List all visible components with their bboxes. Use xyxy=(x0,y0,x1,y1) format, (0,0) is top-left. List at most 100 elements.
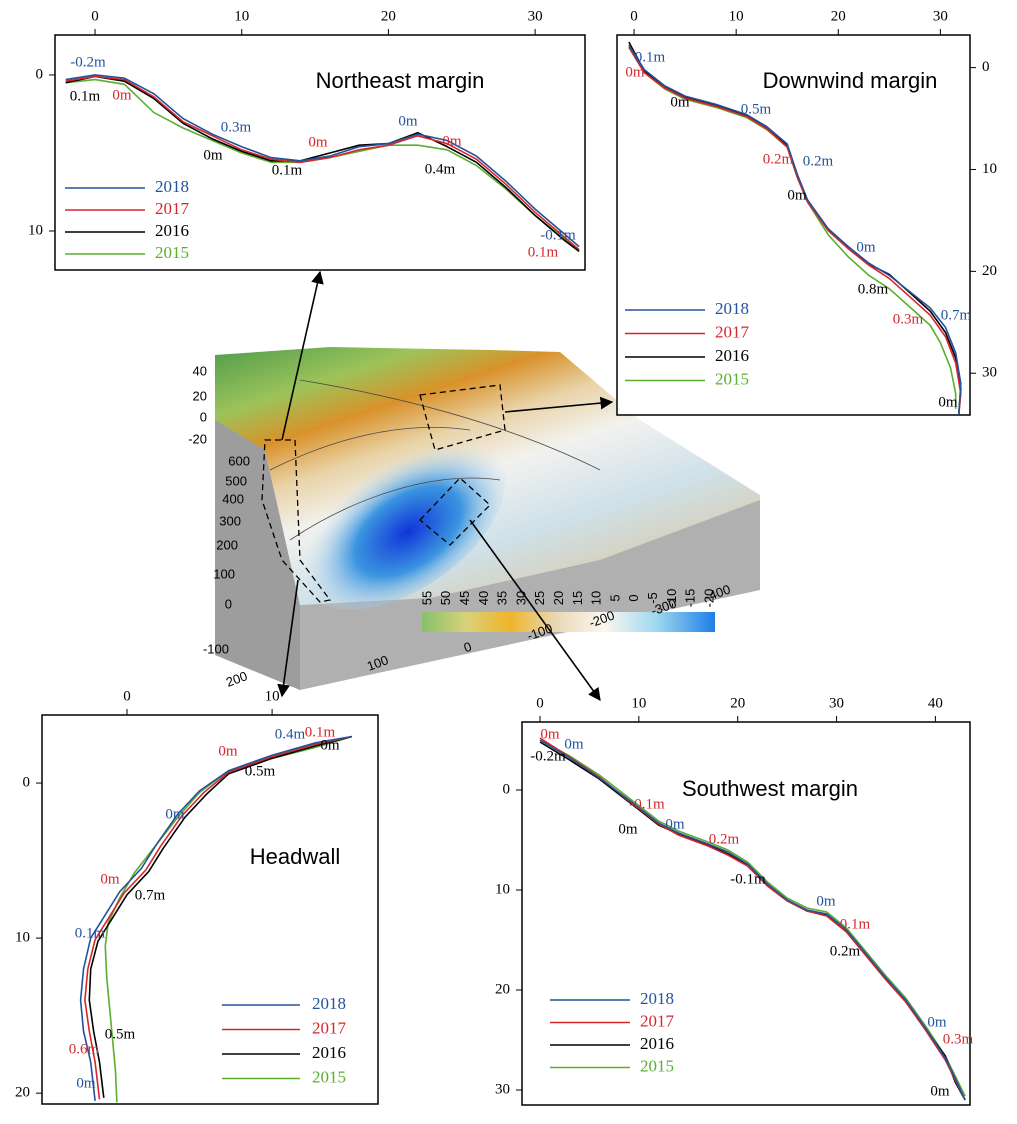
y-tick-label: 600 xyxy=(228,453,250,468)
annotation: 0m xyxy=(564,736,584,752)
annotation: 0.5m xyxy=(245,763,276,779)
legend-label: 2015 xyxy=(640,1056,674,1075)
annotation: 0m xyxy=(218,743,238,759)
annotation: 0m xyxy=(665,816,685,832)
annotation: 0.4m xyxy=(275,726,306,742)
annotation: 0m xyxy=(165,806,185,822)
y-tick-label: 30 xyxy=(495,1081,510,1097)
y-tick-label: 10 xyxy=(495,881,510,897)
annotation: 0m xyxy=(618,821,638,837)
figure: 0102030010Northeast margin20182017201620… xyxy=(0,0,1017,1124)
colorbar-label: -15 xyxy=(683,589,698,608)
x-tick-label: 10 xyxy=(265,688,280,704)
annotation: 0.5m xyxy=(741,101,772,117)
annotation: 0m xyxy=(540,726,560,742)
y-tick-label: 0 xyxy=(982,59,990,75)
chart-title: Downwind margin xyxy=(763,68,938,93)
x-tick-label: 10 xyxy=(234,8,249,24)
y-tick-label: 200 xyxy=(216,537,238,552)
annotation: 0m xyxy=(927,1014,947,1030)
annotation: 0m xyxy=(203,147,223,163)
annotation: 0.2m xyxy=(803,153,834,169)
y-tick-label: 20 xyxy=(495,981,510,997)
legend-label: 2016 xyxy=(640,1034,674,1053)
chart-title: Headwall xyxy=(250,844,341,869)
colorbar-label: 20 xyxy=(551,591,566,605)
colorbar-label: -20 xyxy=(701,589,716,608)
annotation: -0.1m xyxy=(540,227,576,243)
colorbar-label: 30 xyxy=(513,591,528,605)
legend-label: 2018 xyxy=(312,994,346,1013)
annotation: 0m xyxy=(308,134,328,150)
legend-label: 2016 xyxy=(312,1043,346,1062)
annotation: 0.5m xyxy=(105,1026,136,1042)
x-tick-label: 20 xyxy=(381,8,396,24)
y-tick-label: 300 xyxy=(219,513,241,528)
y-tick-label: 0 xyxy=(503,781,511,797)
annotation: -0.1m xyxy=(730,871,766,887)
annotation: 0.7m xyxy=(941,307,972,323)
annotation: 0m xyxy=(787,187,807,203)
annotation: 0m xyxy=(320,737,340,753)
annotation: 0.1m xyxy=(635,49,666,65)
legend-label: 2017 xyxy=(312,1018,347,1037)
x-tick-label: 0 xyxy=(91,8,99,24)
legend-label: 2017 xyxy=(715,322,750,341)
colorbar-label: 35 xyxy=(495,591,510,605)
annotation: 0.1m xyxy=(75,925,106,941)
annotation: 0.1m xyxy=(272,162,303,178)
y-tick-label: 10 xyxy=(28,222,43,238)
x-tick-label: 10 xyxy=(631,695,646,711)
x-tick-label: 0 xyxy=(123,688,131,704)
x-tick-label: 40 xyxy=(928,695,943,711)
annotation: 0m xyxy=(625,64,645,80)
x-tick-label: 20 xyxy=(730,695,745,711)
x-tick-label: 30 xyxy=(829,695,844,711)
annotation: 0.3m xyxy=(893,311,924,327)
annotation: -0.1m xyxy=(629,796,665,812)
annotation: 0.7m xyxy=(135,887,166,903)
annotation: 0.1m xyxy=(840,916,871,932)
x-tick-label: 20 xyxy=(831,8,846,24)
body: {"chart_data": [ {"type": "line", "title… xyxy=(0,0,1017,1124)
colorbar-label: 55 xyxy=(419,591,434,605)
colorbar-label: -5 xyxy=(645,592,660,604)
legend-label: 2016 xyxy=(715,346,749,365)
annotation: 0m xyxy=(100,871,120,887)
legend-label: 2015 xyxy=(715,369,749,388)
y-tick-label: -100 xyxy=(203,641,229,656)
colorbar-label: 45 xyxy=(457,591,472,605)
annotation: 0.2m xyxy=(763,151,794,167)
annotation: -0.2m xyxy=(70,54,106,70)
legend-label: 2015 xyxy=(312,1067,346,1086)
panel: 01020300102030Downwind margin20182017201… xyxy=(617,8,997,415)
colorbar-label: 5 xyxy=(607,594,622,601)
annotation: 0m xyxy=(930,1083,950,1099)
annotation: 0.1m xyxy=(70,88,101,104)
chart-title: Northeast margin xyxy=(316,68,485,93)
y-tick-label: 10 xyxy=(15,930,30,946)
annotation: 0m xyxy=(398,113,418,129)
colorbar-label: 25 xyxy=(532,591,547,605)
colorbar-label: 15 xyxy=(570,591,585,605)
x-tick-label: 30 xyxy=(933,8,948,24)
y-tick-label: 0 xyxy=(225,596,232,611)
annotation: 0m xyxy=(816,893,836,909)
y-tick-label: 30 xyxy=(982,365,997,381)
z-tick-label: 40 xyxy=(193,363,207,378)
page: body { margin: 0; background: #fff; } sv… xyxy=(0,0,1017,1124)
y-tick-label: 0 xyxy=(36,66,44,82)
y-tick-label: 0 xyxy=(23,775,31,791)
legend-label: 2018 xyxy=(715,299,749,318)
annotation: 0.8m xyxy=(858,281,889,297)
colorbar xyxy=(422,612,715,632)
annotation: 0.1m xyxy=(528,244,559,260)
annotation: 0m xyxy=(938,394,958,410)
colorbar-label: 0 xyxy=(626,594,641,601)
legend-label: 2018 xyxy=(155,177,189,196)
x-tick-label: 10 xyxy=(729,8,744,24)
legend-label: 2017 xyxy=(155,199,190,218)
y-tick-label: 10 xyxy=(982,161,997,177)
